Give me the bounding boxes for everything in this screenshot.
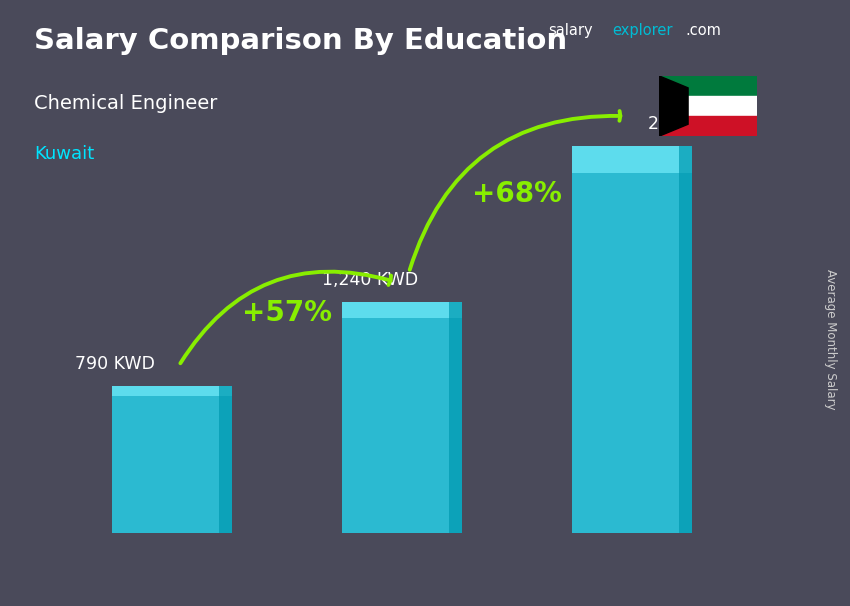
- Text: +68%: +68%: [472, 180, 562, 208]
- Text: salary: salary: [548, 23, 592, 38]
- Bar: [572, 146, 692, 533]
- Bar: [343, 302, 462, 533]
- Text: Salary Comparison By Education: Salary Comparison By Education: [34, 27, 567, 55]
- Bar: [659, 96, 756, 116]
- Bar: [449, 302, 462, 533]
- Bar: [219, 386, 232, 533]
- Text: +57%: +57%: [242, 299, 332, 327]
- Text: Kuwait: Kuwait: [34, 145, 94, 164]
- Text: 2,080 KWD: 2,080 KWD: [648, 115, 745, 133]
- Polygon shape: [659, 76, 688, 136]
- Bar: [659, 76, 756, 96]
- Bar: [343, 302, 462, 318]
- Text: .com: .com: [685, 23, 721, 38]
- Bar: [112, 386, 232, 533]
- Bar: [112, 386, 232, 396]
- Bar: [659, 116, 756, 136]
- Text: explorer: explorer: [612, 23, 672, 38]
- Text: Average Monthly Salary: Average Monthly Salary: [824, 269, 837, 410]
- Text: 790 KWD: 790 KWD: [76, 355, 156, 373]
- Bar: [572, 146, 692, 173]
- Text: Chemical Engineer: Chemical Engineer: [34, 94, 218, 113]
- Text: 1,240 KWD: 1,240 KWD: [321, 271, 417, 289]
- Bar: [679, 146, 692, 533]
